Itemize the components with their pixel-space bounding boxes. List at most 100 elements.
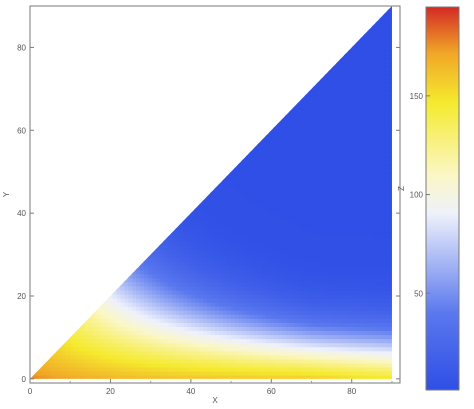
- heat-cell: [384, 318, 389, 323]
- heat-cell: [140, 374, 145, 379]
- heat-cell: [289, 123, 295, 129]
- heat-cell: [384, 354, 389, 360]
- heat-cell: [210, 342, 216, 348]
- heat-cell: [269, 188, 275, 194]
- heat-cell: [262, 293, 267, 299]
- heat-cell: [329, 326, 334, 332]
- heat-cell: [269, 277, 275, 283]
- heat-cell: [100, 326, 106, 332]
- heat-cell: [262, 338, 267, 344]
- heat-cell: [344, 62, 350, 68]
- heat-cell: [372, 297, 378, 303]
- heat-cell: [108, 293, 114, 299]
- heat-cell: [289, 370, 295, 376]
- heat-cell: [293, 334, 299, 340]
- heat-cell: [293, 208, 299, 214]
- heat-cell: [309, 107, 315, 113]
- heat-cell: [329, 334, 334, 340]
- heat-cell: [356, 188, 362, 194]
- heat-cell: [305, 228, 311, 234]
- heat-cell: [281, 119, 287, 125]
- heat-cell: [309, 314, 315, 319]
- heat-cell: [144, 265, 149, 271]
- heat-cell: [183, 273, 189, 279]
- heat-cell: [289, 220, 295, 226]
- heat-cell: [242, 232, 248, 238]
- heat-cell: [183, 265, 189, 271]
- heat-cell: [254, 358, 259, 364]
- heat-cell: [325, 370, 330, 376]
- heat-cell: [273, 285, 279, 291]
- heat-cell: [329, 362, 334, 368]
- heat-cell: [136, 277, 141, 283]
- heat-cell: [61, 342, 67, 348]
- heat-cell: [360, 318, 366, 323]
- heat-cell: [175, 330, 181, 336]
- heat-cell: [360, 74, 366, 80]
- heat-cell: [203, 200, 208, 206]
- heat-cell: [214, 192, 220, 198]
- heat-cell: [317, 241, 322, 246]
- heat-cell: [344, 103, 350, 109]
- heat-cell: [132, 366, 138, 372]
- heat-cell: [329, 289, 334, 295]
- heat-cell: [301, 168, 307, 173]
- heat-cell: [376, 111, 381, 117]
- heat-cell: [191, 301, 197, 307]
- heat-cell: [120, 318, 126, 323]
- heat-cell: [140, 269, 145, 275]
- heat-cell: [120, 350, 126, 356]
- heat-cell: [203, 366, 208, 372]
- heat-cell: [238, 204, 244, 210]
- heat-cell: [277, 228, 283, 234]
- heat-cell: [332, 172, 338, 178]
- heat-cell: [297, 184, 303, 190]
- heat-cell: [151, 338, 157, 344]
- heat-cell: [242, 330, 248, 336]
- heat-cell: [151, 370, 157, 376]
- heat-cell: [163, 338, 169, 344]
- heat-cell: [340, 273, 346, 279]
- heat-cell: [285, 155, 291, 161]
- heat-cell: [262, 265, 267, 271]
- heat-cell: [254, 164, 259, 169]
- heat-cell: [266, 350, 271, 356]
- heat-cell: [144, 257, 149, 263]
- heat-cell: [384, 50, 389, 56]
- heat-cell: [380, 123, 385, 129]
- heat-cell: [325, 293, 330, 299]
- heat-cell: [273, 131, 279, 137]
- heat-cell: [124, 346, 130, 352]
- heat-cell: [262, 326, 267, 332]
- heat-cell: [258, 245, 263, 250]
- heat-cell: [329, 155, 334, 161]
- heat-cell: [100, 370, 106, 376]
- heat-cell: [273, 265, 279, 271]
- heat-cell: [332, 135, 338, 141]
- heat-cell: [348, 350, 354, 356]
- heat-cell: [380, 83, 385, 88]
- heat-cell: [222, 273, 228, 279]
- heat-cell: [325, 228, 330, 234]
- heat-cell: [309, 87, 315, 92]
- heat-cell: [163, 301, 169, 307]
- heat-cell: [376, 127, 381, 133]
- heat-cell: [317, 99, 322, 105]
- heat-cell: [218, 273, 224, 279]
- heat-cell: [289, 212, 295, 218]
- heat-cell: [360, 362, 366, 368]
- heat-cell: [210, 366, 216, 372]
- heat-cell: [234, 318, 240, 323]
- heat-cell: [380, 346, 385, 352]
- heat-cell: [234, 269, 240, 275]
- heat-cell: [356, 314, 362, 319]
- heat-cell: [273, 354, 279, 360]
- heat-cell: [344, 241, 350, 246]
- heat-cell: [376, 232, 381, 238]
- heat-cell: [380, 318, 385, 323]
- heat-cell: [250, 281, 256, 287]
- heat-cell: [293, 172, 299, 178]
- heat-cell: [360, 111, 366, 117]
- heat-cell: [159, 354, 165, 360]
- heat-cell: [238, 245, 244, 250]
